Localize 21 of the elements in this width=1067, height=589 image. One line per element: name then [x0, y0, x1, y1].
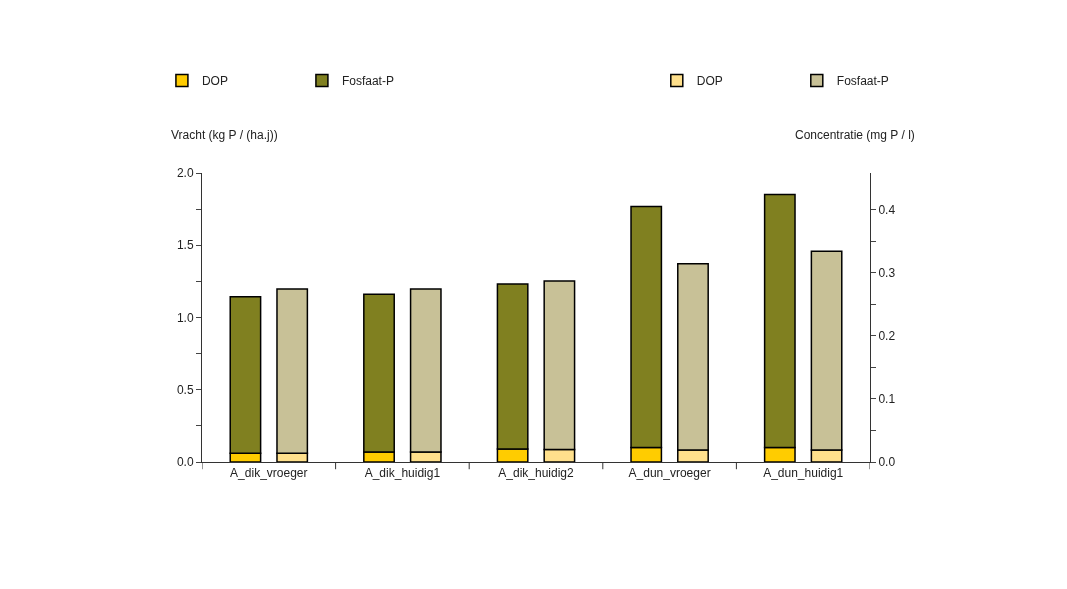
y-tick-label: 1.5: [176, 238, 194, 253]
legend-label: DOP: [696, 74, 723, 89]
y2-tick-label: 0.3: [878, 265, 896, 280]
x-tick-label: A_dik_huidig1: [364, 466, 441, 481]
legend-label: Fosfaat-P: [341, 74, 394, 89]
legend-label: Fosfaat-P: [836, 74, 889, 89]
y2-axis-title: Concentratie (mg P / l): [795, 128, 915, 142]
y-tick-label: 0.5: [176, 382, 194, 397]
x-tick-label: A_dik_vroeger: [230, 466, 308, 481]
y2-tick-label: 0.4: [878, 202, 896, 217]
x-tick-label: A_dun_huidig1: [763, 466, 844, 481]
y-axis-title: Vracht (kg P / (ha.j)): [171, 128, 278, 142]
y2-tick-label: 0.0: [878, 455, 896, 470]
x-tick-label: A_dik_huidig2: [498, 466, 575, 481]
y-tick-label: 0.0: [176, 455, 194, 470]
y2-tick-label: 0.1: [878, 392, 896, 407]
x-tick-label: A_dun_vroeger: [628, 466, 711, 481]
y2-tick-label: 0.2: [878, 329, 896, 343]
legend-label: DOP: [201, 74, 228, 89]
y-tick-label: 1.0: [176, 310, 194, 325]
y-tick-label: 2.0: [176, 166, 194, 181]
